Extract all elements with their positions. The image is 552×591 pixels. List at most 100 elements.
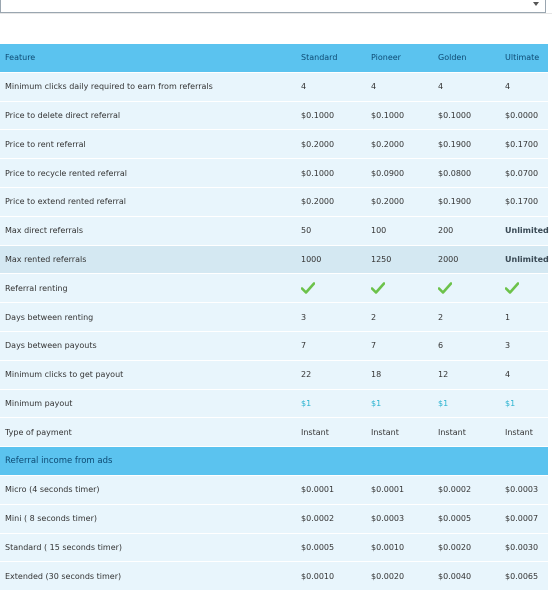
checkmark-icon: [371, 274, 385, 302]
table-header-row: Feature Standard Pioneer Golden Ultimate: [0, 44, 548, 73]
cell-ultimate: $0.0030: [505, 542, 539, 552]
row-label: Type of payment: [5, 427, 72, 437]
dropdown-select[interactable]: [0, 0, 546, 13]
cell-standard: $0.2000: [301, 197, 335, 207]
cell-ultimate: 3: [505, 341, 511, 351]
row-label: Mini ( 8 seconds timer): [5, 514, 97, 524]
cell-ultimate: $0.1700: [505, 197, 539, 207]
cell-golden: 6: [438, 341, 444, 351]
table-row: Max direct referrals 50 100 200 Unlimited: [0, 216, 549, 246]
cell-golden: 2: [438, 312, 444, 322]
cell-golden: $0.0800: [438, 168, 472, 178]
cell-ultimate: $0.0065: [505, 571, 539, 581]
cell-standard: 4: [301, 82, 307, 92]
row-label: Max direct referrals: [5, 226, 83, 236]
cell-golden: $0.1900: [438, 139, 472, 149]
membership-comparison-table: Feature Standard Pioneer Golden Ultimate…: [0, 44, 549, 591]
table-row: Price to rent referral $0.2000 $0.2000 $0.1…: [0, 130, 548, 160]
chevron-down-icon[interactable]: [533, 2, 539, 6]
cell-golden: $0.1000: [438, 110, 472, 120]
cell-standard: 50: [301, 226, 312, 236]
table-row: Price to recycle rented referral $0.1000 $…: [0, 159, 548, 188]
header-golden: Golden: [438, 53, 467, 63]
table-row: Extended (30 seconds timer) $0.0010 $0.002…: [0, 562, 548, 591]
cell-ultimate: Unlimited: [505, 226, 549, 236]
cell-standard: $0.0001: [301, 485, 335, 495]
section-header-row: Referral income from ads: [0, 447, 548, 476]
row-label: Minimum clicks daily required to earn fr…: [5, 82, 213, 92]
cell-golden: 200: [438, 226, 454, 236]
cell-ultimate: 4: [505, 82, 511, 92]
header-standard: Standard: [301, 53, 338, 63]
cell-ultimate: $0.0000: [505, 110, 539, 120]
cell-golden: Instant: [438, 427, 466, 437]
cell-golden: 2000: [438, 254, 459, 264]
cell-standard: 22: [301, 370, 312, 380]
cell-golden: 4: [438, 82, 444, 92]
divider: [0, 13, 552, 14]
cell-standard: $0.0010: [301, 571, 335, 581]
row-label: Standard ( 15 seconds timer): [5, 542, 123, 552]
row-label: Micro (4 seconds timer): [5, 485, 100, 495]
row-label: Price to extend rented referral: [5, 197, 127, 207]
cell-ultimate[interactable]: $1: [505, 398, 516, 408]
row-label: Price to recycle rented referral: [5, 168, 128, 178]
header-pioneer: Pioneer: [371, 53, 401, 63]
cell-standard: Instant: [301, 427, 329, 437]
row-label: Minimum payout: [5, 398, 73, 408]
table-row: Standard ( 15 seconds timer) $0.0005 $0.00…: [0, 533, 548, 563]
table-row: Minimum payout $1 $1 $1 $1: [0, 389, 548, 419]
table-row: Price to delete direct referral $0.1000 $0…: [0, 101, 548, 131]
cell-pioneer: $0.0020: [371, 571, 405, 581]
cell-standard: 3: [301, 312, 307, 322]
cell-golden[interactable]: $1: [438, 398, 449, 408]
cell-ultimate: Instant: [505, 427, 533, 437]
cell-pioneer: 1250: [371, 254, 392, 264]
row-label: Extended (30 seconds timer): [5, 571, 122, 581]
row-label: Price to rent referral: [5, 139, 86, 149]
cell-ultimate: 4: [505, 370, 511, 380]
cell-ultimate: $0.0700: [505, 168, 539, 178]
cell-ultimate: $0.0007: [505, 514, 539, 524]
table-row: Days between renting 3 2 2 1: [0, 303, 548, 332]
cell-pioneer: $0.2000: [371, 139, 405, 149]
header-ultimate: Ultimate: [505, 53, 540, 63]
checkmark-icon: [301, 274, 315, 302]
table-row: Days between payouts 7 7 6 3: [0, 331, 548, 361]
cell-ultimate: 1: [505, 312, 511, 322]
cell-golden: $0.1900: [438, 197, 472, 207]
table-row: Type of payment Instant Instant Instant Inst…: [0, 418, 548, 448]
table-row: Minimum clicks to get payout 22 18 12 4: [0, 360, 548, 390]
table-row: Mini ( 8 seconds timer) $0.0002 $0.0003 $0.…: [0, 504, 548, 534]
cell-standard: $0.0005: [301, 542, 335, 552]
table-row: Minimum clicks daily required to earn fr…: [0, 72, 548, 102]
header-feature: Feature: [5, 53, 36, 63]
cell-pioneer: $0.0003: [371, 514, 405, 524]
cell-standard: $0.0002: [301, 514, 335, 524]
cell-ultimate: $0.0003: [505, 485, 539, 495]
cell-golden: $0.0005: [438, 514, 472, 524]
row-label: Price to delete direct referral: [5, 110, 121, 120]
cell-pioneer: $0.1000: [371, 110, 405, 120]
row-label: Days between renting: [5, 312, 94, 322]
section-title: Referral income from ads: [5, 456, 113, 467]
row-label: Minimum clicks to get payout: [5, 370, 124, 380]
cell-pioneer: 2: [371, 312, 377, 322]
cell-pioneer: 4: [371, 82, 377, 92]
cell-standard: $0.2000: [301, 139, 335, 149]
cell-standard: 7: [301, 341, 307, 351]
cell-standard[interactable]: $1: [301, 398, 312, 408]
cell-pioneer: $0.0900: [371, 168, 405, 178]
cell-standard: $0.1000: [301, 110, 335, 120]
cell-pioneer: $0.2000: [371, 197, 405, 207]
row-label: Days between payouts: [5, 341, 97, 351]
cell-pioneer[interactable]: $1: [371, 398, 382, 408]
checkmark-icon: [438, 274, 452, 302]
table-row: Max rented referrals 1000 1250 2000 Unlimite…: [0, 245, 549, 275]
row-label: Max rented referrals: [5, 254, 87, 264]
cell-ultimate: Unlimited: [505, 254, 549, 264]
cell-ultimate: $0.1700: [505, 139, 539, 149]
cell-pioneer: 18: [371, 370, 382, 380]
cell-pioneer: $0.0010: [371, 542, 405, 552]
checkmark-icon: [505, 274, 519, 302]
